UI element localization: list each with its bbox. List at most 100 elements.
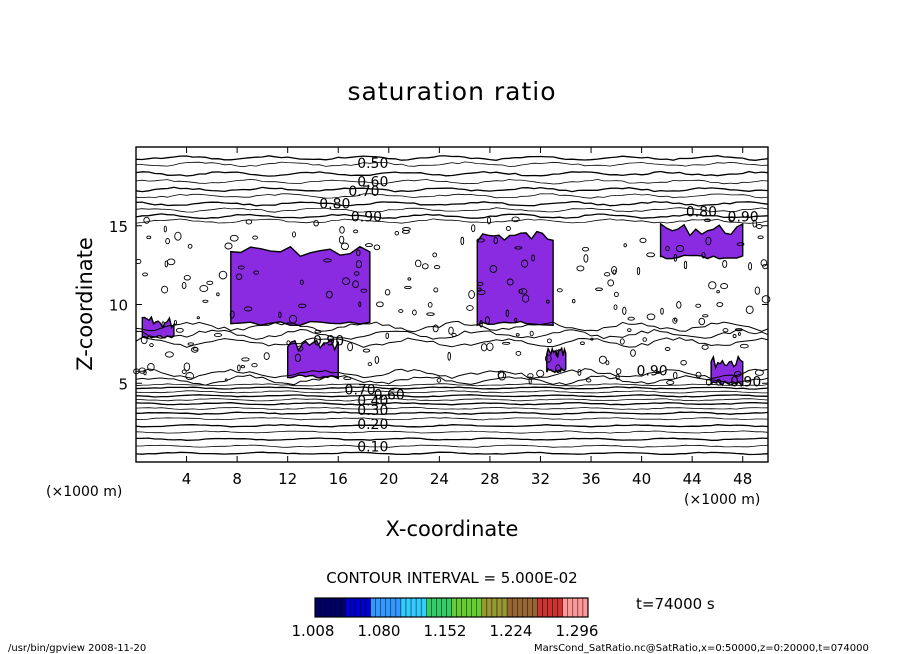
contour-blob bbox=[527, 373, 534, 378]
contour-blob bbox=[476, 238, 485, 243]
contour-blob bbox=[716, 378, 722, 386]
contour-blob bbox=[722, 260, 728, 268]
contour-blob bbox=[664, 347, 671, 351]
contour-blob bbox=[147, 362, 155, 372]
contour-blob bbox=[695, 303, 702, 308]
contour-blob bbox=[515, 350, 522, 356]
colorbar-cell bbox=[476, 597, 483, 618]
contour-blob bbox=[489, 265, 498, 273]
contour-blob bbox=[605, 360, 610, 366]
contour-blob bbox=[698, 317, 706, 326]
contour-blob bbox=[140, 335, 148, 345]
contour-blob bbox=[506, 278, 514, 286]
contour-blob bbox=[660, 307, 664, 315]
contour-blob bbox=[736, 242, 745, 247]
colorbar-cell bbox=[446, 597, 452, 618]
contour-blob bbox=[164, 351, 174, 358]
contour-blob bbox=[460, 236, 465, 246]
contour-blob bbox=[323, 258, 332, 263]
contour-blob bbox=[716, 290, 720, 294]
contour-blob bbox=[514, 246, 523, 250]
contour-blob bbox=[338, 235, 345, 244]
colorbar bbox=[314, 597, 589, 618]
x-tick-label: 36 bbox=[581, 470, 600, 488]
contour-blob bbox=[529, 330, 534, 337]
contour-blob bbox=[374, 355, 380, 364]
contour-blob bbox=[339, 226, 345, 234]
contour-blob bbox=[493, 236, 498, 245]
colorbar-cell bbox=[471, 597, 477, 618]
colorbar-cell bbox=[532, 597, 538, 618]
contour-blob bbox=[701, 344, 709, 350]
contour-line bbox=[135, 398, 769, 402]
contour-blob bbox=[187, 342, 194, 346]
contour-label: 0.60 bbox=[374, 387, 405, 403]
colorbar-cell bbox=[405, 597, 412, 618]
contour-blob bbox=[466, 305, 474, 311]
colorbar-cell bbox=[441, 597, 447, 618]
contour-line bbox=[135, 328, 769, 340]
colorbar-cell bbox=[517, 597, 523, 618]
contour-blob bbox=[672, 371, 678, 380]
contour-blob bbox=[520, 259, 529, 268]
contour-blob bbox=[365, 243, 373, 248]
contour-blob bbox=[642, 337, 647, 342]
supersaturated-region bbox=[546, 346, 567, 374]
colorbar-cell bbox=[340, 597, 346, 618]
contour-line bbox=[135, 200, 769, 207]
colorbar-cell bbox=[314, 597, 321, 618]
contour-blob bbox=[149, 343, 154, 348]
contour-blob bbox=[754, 369, 764, 376]
contour-blob bbox=[421, 263, 429, 270]
contour-blob bbox=[192, 347, 199, 351]
colorbar-cell bbox=[345, 597, 351, 618]
contour-blob bbox=[627, 316, 635, 321]
supersaturated-region bbox=[286, 338, 339, 380]
colorbar-cell bbox=[527, 597, 533, 618]
contour-blob bbox=[376, 301, 384, 308]
contour-blob bbox=[367, 362, 373, 367]
contour-line bbox=[136, 444, 769, 448]
colorbar-cell bbox=[360, 597, 366, 618]
contour-blob bbox=[598, 355, 607, 364]
contour-blob bbox=[615, 368, 622, 375]
x-tick-label: 4 bbox=[182, 470, 192, 488]
colorbar-cell bbox=[572, 597, 579, 618]
colorbar-cell bbox=[501, 597, 508, 618]
contour-blob bbox=[695, 371, 702, 379]
contour-blob bbox=[313, 219, 319, 227]
contour-blob bbox=[502, 341, 511, 345]
contour-blob bbox=[161, 321, 165, 328]
contour-blob bbox=[734, 371, 742, 377]
x-tick-label: 20 bbox=[379, 470, 398, 488]
contour-blob bbox=[752, 219, 757, 228]
contour-blob bbox=[181, 369, 187, 374]
colorbar-cell bbox=[436, 597, 442, 618]
contour-blob bbox=[175, 327, 184, 333]
contour-blob bbox=[674, 317, 678, 322]
contour-label: 0.80 bbox=[319, 197, 350, 213]
colorbar-cell bbox=[365, 597, 371, 618]
colorbar-cell bbox=[324, 597, 331, 618]
colorbar-cell bbox=[426, 597, 432, 618]
contour-blob bbox=[476, 287, 482, 292]
colorbar-cell bbox=[577, 597, 584, 618]
contour-blob bbox=[213, 332, 223, 338]
contour-blob bbox=[728, 216, 735, 222]
contour-blob bbox=[288, 314, 298, 324]
contour-blob bbox=[760, 259, 768, 267]
contour-blob bbox=[196, 316, 200, 320]
contour-blob bbox=[607, 279, 615, 287]
contour-interval-note: CONTOUR INTERVAL = 5.000E-02 bbox=[326, 569, 577, 587]
contour-blob bbox=[341, 277, 351, 286]
footer-right: MarsCond_SatRatio.nc@SatRatio,x=0:50000,… bbox=[534, 643, 869, 654]
contour-line bbox=[135, 213, 769, 220]
contour-blob bbox=[514, 317, 518, 322]
colorbar-cell bbox=[542, 597, 548, 618]
contour-blob bbox=[701, 251, 706, 259]
contour-blob bbox=[353, 229, 359, 234]
contour-line bbox=[135, 170, 769, 177]
colorbar-cell bbox=[431, 597, 437, 618]
contour-blob bbox=[705, 378, 712, 386]
colorbar-cell bbox=[456, 597, 462, 618]
